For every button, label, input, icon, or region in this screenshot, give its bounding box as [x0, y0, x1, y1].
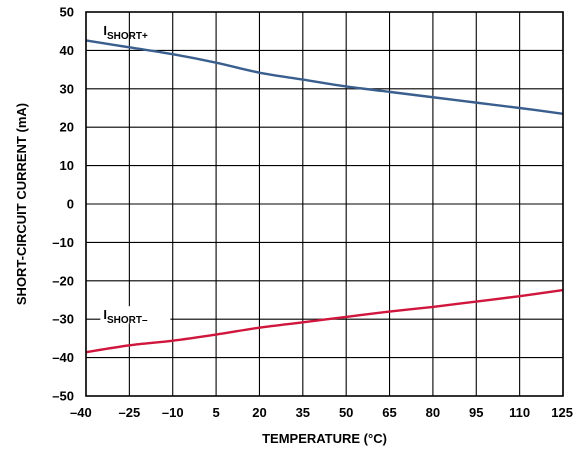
x-tick-label: 80: [426, 405, 440, 420]
plot-frame: [85, 11, 564, 397]
series-label-main: I: [103, 307, 107, 322]
y-axis-title: SHORT-CIRCUIT CURRENT (mA): [14, 103, 29, 305]
x-tick-label: 125: [551, 405, 573, 420]
series-layer: [85, 39, 564, 354]
series-labels: ISHORT+ISHORT–: [100, 23, 171, 326]
x-tick-label: 110: [509, 405, 530, 420]
y-tick-label: 10: [60, 158, 74, 173]
x-tick-label: 35: [296, 405, 310, 420]
series-line: [85, 288, 564, 354]
series-label: ISHORT+: [103, 23, 148, 42]
series-label-sub: SHORT–: [107, 315, 148, 326]
x-tick-label: 20: [252, 405, 266, 420]
y-tick-label: –40: [52, 350, 74, 365]
x-tick-label: –25: [119, 405, 141, 420]
y-tick-label: 50: [60, 5, 74, 20]
y-tick-label: 30: [60, 81, 74, 96]
x-tick-label: –40: [70, 405, 92, 420]
y-tick-label: 0: [67, 197, 74, 212]
y-tick-label: –20: [52, 273, 74, 288]
x-tick-label: 95: [469, 405, 483, 420]
y-tick-label: 40: [60, 43, 74, 58]
x-tick-label: 5: [212, 405, 219, 420]
y-tick-label: –50: [52, 389, 74, 404]
x-axis-title: TEMPERATURE (°C): [262, 431, 387, 446]
series-label-background: [100, 306, 171, 324]
y-tick-label: –10: [52, 235, 74, 250]
series-label-main: I: [103, 23, 107, 38]
y-tick-label: 20: [60, 120, 74, 135]
grid: [85, 11, 564, 397]
x-tick-label: 50: [339, 405, 353, 420]
series-line: [85, 39, 564, 115]
y-tick-labels: 50 40 30 20 10 0 –10 –20 –30 –40 –50: [52, 5, 74, 404]
y-tick-label: –30: [52, 312, 74, 327]
x-tick-label: 65: [382, 405, 396, 420]
series-label: ISHORT–: [103, 307, 148, 326]
x-tick-labels: –40 –25 –10 5 20 35 50 65 80 95 110 125: [70, 405, 573, 420]
series-label-sub: SHORT+: [107, 31, 148, 42]
x-tick-label: –10: [162, 405, 184, 420]
